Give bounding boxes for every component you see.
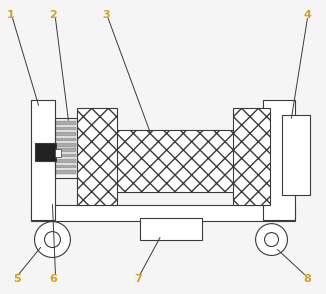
Bar xyxy=(55,118,77,178)
Bar xyxy=(56,165,76,168)
Bar xyxy=(262,100,295,220)
Text: 8: 8 xyxy=(304,274,311,284)
Bar xyxy=(56,132,76,136)
Bar xyxy=(56,171,76,174)
Bar xyxy=(56,159,76,163)
Bar xyxy=(56,138,76,141)
Text: 4: 4 xyxy=(304,10,311,20)
Bar xyxy=(56,121,76,125)
Bar xyxy=(31,205,295,221)
Circle shape xyxy=(256,224,288,255)
Circle shape xyxy=(45,232,60,248)
Text: 2: 2 xyxy=(50,10,57,20)
Text: 5: 5 xyxy=(13,274,21,284)
Bar xyxy=(31,100,55,220)
Bar xyxy=(56,143,76,146)
Bar xyxy=(56,148,76,152)
Circle shape xyxy=(265,233,278,247)
Bar xyxy=(35,143,56,161)
Text: 6: 6 xyxy=(50,274,57,284)
Bar xyxy=(55,149,61,157)
Bar xyxy=(283,115,310,195)
Bar xyxy=(56,127,76,130)
Text: 7: 7 xyxy=(134,274,142,284)
Bar xyxy=(140,218,202,240)
Bar xyxy=(56,154,76,158)
Circle shape xyxy=(35,222,70,258)
Bar xyxy=(100,130,262,192)
Bar xyxy=(77,108,117,205)
Text: 3: 3 xyxy=(102,10,110,20)
Bar xyxy=(233,108,270,205)
Text: 1: 1 xyxy=(7,10,15,20)
